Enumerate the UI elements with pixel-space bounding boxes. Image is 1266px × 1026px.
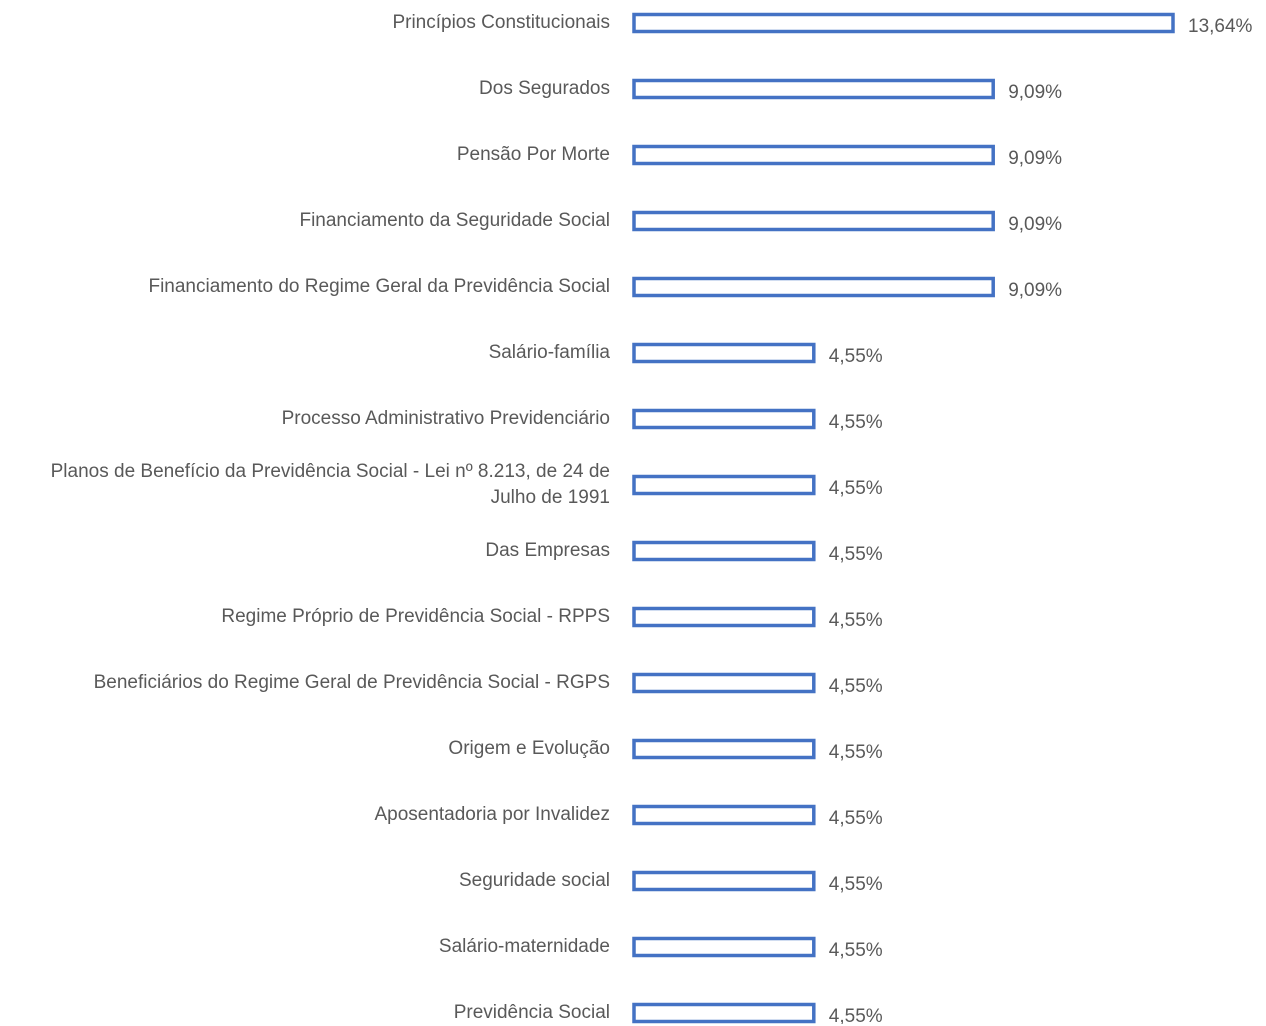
bar — [632, 12, 1175, 34]
category-label: Beneficiários do Regime Geral de Previdê… — [93, 672, 610, 693]
category-label: Princípios Constitucionais — [392, 12, 610, 33]
category-label: Das Empresas — [485, 540, 610, 561]
bar — [632, 540, 816, 562]
category-label: Seguridade social — [458, 870, 610, 891]
value-label: 4,55% — [829, 808, 883, 829]
value-label: 4,55% — [829, 346, 883, 367]
category-label: Processo Administrativo Previdenciário — [281, 408, 610, 429]
category-label: Salário-maternidade — [438, 936, 610, 957]
bar — [632, 210, 995, 232]
bar — [632, 342, 816, 364]
value-label: 4,55% — [829, 412, 883, 433]
bar — [632, 474, 816, 496]
value-label: 4,55% — [829, 742, 883, 763]
category-label: Salário-família — [488, 342, 610, 363]
value-label: 13,64% — [1188, 16, 1253, 37]
category-label: Financiamento da Seguridade Social — [299, 210, 610, 231]
value-label: 4,55% — [829, 1006, 883, 1024]
bar — [632, 804, 816, 826]
value-label: 9,09% — [1008, 214, 1062, 235]
value-label: 9,09% — [1008, 82, 1062, 103]
bar — [632, 738, 816, 760]
category-label: Financiamento do Regime Geral da Previdê… — [148, 276, 610, 297]
bar — [632, 672, 816, 694]
bar — [632, 276, 995, 298]
bar — [632, 606, 816, 628]
category-label: Regime Próprio de Previdência Social - R… — [221, 606, 610, 627]
value-label: 4,55% — [829, 544, 883, 565]
value-label: 4,55% — [829, 478, 883, 499]
bar — [632, 1002, 816, 1024]
value-label: 4,55% — [829, 610, 883, 631]
category-label: Aposentadoria por Invalidez — [374, 804, 610, 825]
bar — [632, 144, 995, 166]
category-label: Origem e Evolução — [448, 738, 610, 759]
value-label: 4,55% — [829, 676, 883, 697]
value-label: 4,55% — [829, 940, 883, 961]
bar — [632, 408, 816, 430]
category-label: Planos de Benefício da Previdência Socia… — [50, 461, 610, 508]
bar — [632, 78, 995, 100]
value-label: 9,09% — [1008, 148, 1062, 169]
value-label: 9,09% — [1008, 280, 1062, 301]
bar — [632, 936, 816, 958]
category-label: Dos Segurados — [479, 78, 610, 99]
bar — [632, 870, 816, 892]
value-label: 4,55% — [829, 874, 883, 895]
category-label: Pensão Por Morte — [456, 144, 610, 165]
category-label: Previdência Social — [453, 1002, 610, 1023]
